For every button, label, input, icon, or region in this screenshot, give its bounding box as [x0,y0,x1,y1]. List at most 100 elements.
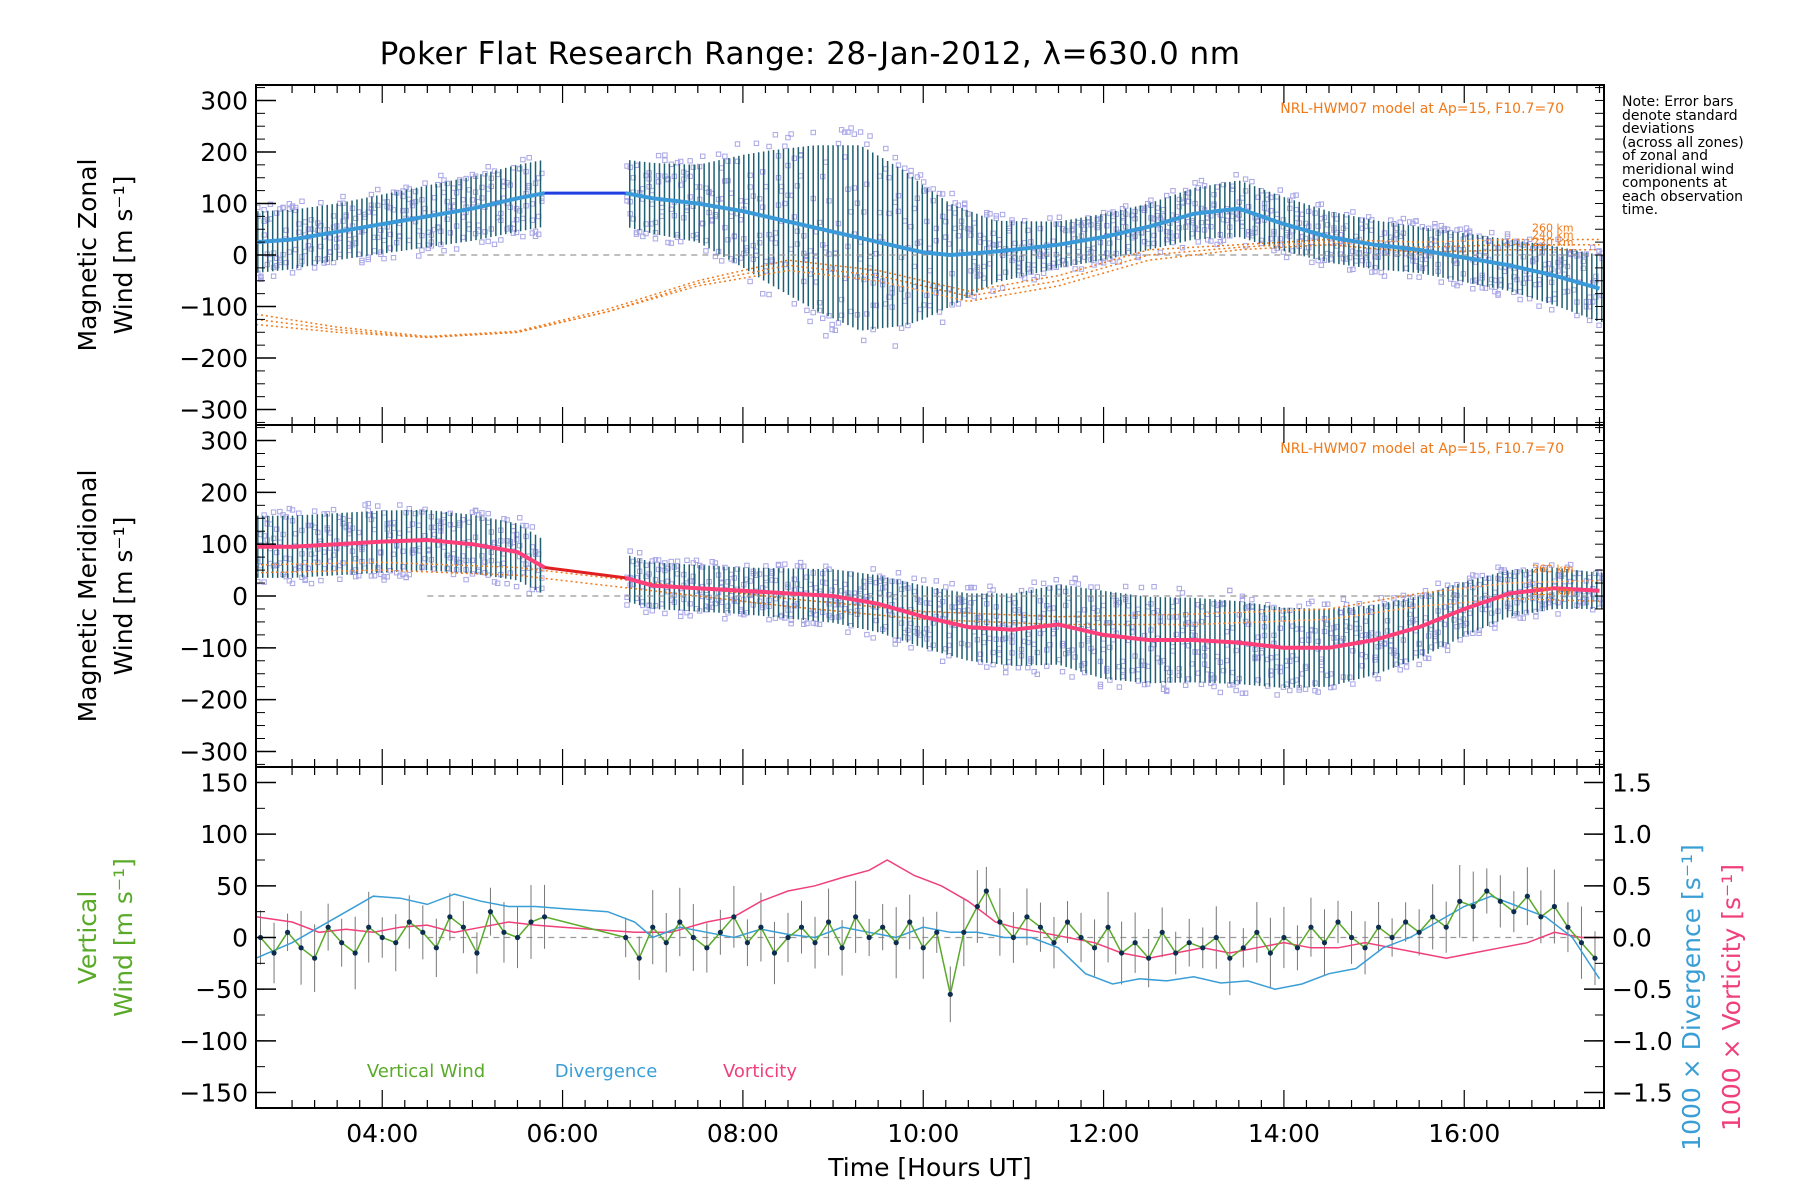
zone-point [892,154,898,161]
zone-point [1129,667,1135,674]
vertical-wind-point [433,945,439,951]
zone-point [457,559,463,566]
legend-item: Vorticity [723,1061,797,1082]
vertical-wind-point [1511,909,1517,915]
zone-point [1425,655,1432,662]
zone-point [933,225,940,232]
zone-point [1416,661,1422,668]
zone-point [939,319,946,326]
zone-point [1056,214,1063,221]
zone-point [447,555,454,561]
vertical-wind-point [393,940,399,946]
zone-point [1549,307,1555,313]
zone-point [365,209,371,215]
zone-point [895,162,902,168]
zone-point [378,549,384,555]
zone-point [1372,268,1378,275]
vertical-wind-point [983,888,989,894]
zone-point [908,167,914,174]
vertical-wind-point [1348,934,1355,941]
zone-point [908,173,914,179]
zone-point [782,561,788,567]
zone-point [1198,219,1205,226]
zone-point [1072,576,1078,582]
zone-point [1312,687,1318,694]
zone-point [397,573,403,579]
zone-point [1075,581,1082,587]
vertical-wind-point [379,934,385,941]
zone-point [1264,602,1271,608]
zone-point [1116,664,1123,670]
zone-point [261,512,267,518]
zone-point [381,574,387,580]
zone-point [725,177,731,184]
zone-point [1457,226,1463,232]
zone-point [1072,259,1078,265]
model-altitude-label: 240 km [1532,229,1574,242]
zone-point [340,200,346,206]
zone-point [457,520,463,526]
zone-point [1176,665,1183,672]
zone-point [845,129,851,135]
zone-point [1381,273,1388,279]
zone-point [1580,258,1586,265]
zone-point [1233,647,1239,654]
vertical-wind-point [1132,940,1138,946]
zone-point [861,276,867,283]
zone-point [1059,258,1066,264]
zone-point [1268,654,1274,661]
zone-point [630,175,637,181]
zone-point [1290,678,1296,685]
zone-point [258,276,264,283]
zone-point [447,230,454,236]
zone-point [668,558,674,565]
vertical-wind-point [880,924,886,930]
vertical-wind-point [934,929,940,935]
zone-point [677,182,684,188]
zone-point [1511,289,1517,296]
zone-point [1059,226,1066,232]
zone-point [1173,598,1179,604]
zone-point [1365,214,1372,220]
zone-point [665,239,671,246]
zone-point [362,502,368,508]
zone-point [892,641,898,647]
zone-point [400,193,406,200]
zone-point [700,220,706,226]
zone-point [412,198,419,205]
zone-point [1122,583,1129,590]
zone-point [375,566,381,572]
zone-point [447,522,454,528]
zone-point [655,152,662,159]
zone-point [283,227,289,233]
zone-points [255,500,1605,698]
zone-point [1078,266,1085,272]
zone-point [977,614,984,621]
zone-point [1268,672,1274,678]
zone-point [1037,225,1044,232]
vertical-wind-point [1159,929,1165,935]
zone-point [775,562,782,569]
zone-point [387,231,394,238]
zone-point [804,620,810,627]
zone-point [539,585,545,592]
zone-point [826,566,832,572]
zone-point [1555,611,1561,617]
zone-point [1324,601,1331,607]
zone-point [968,232,974,238]
vertical-wind-point [1227,955,1233,961]
zone-point [898,286,905,292]
zone-point [308,246,315,252]
zone-point [258,273,264,279]
zone-point [384,574,390,580]
vertical-wind-point [1173,950,1179,956]
zone-point [734,566,741,572]
x-tick-label: 12:00 [1068,1119,1140,1148]
note-line: time. [1622,202,1659,218]
zone-point [649,558,655,564]
zone-point [1350,648,1356,654]
zone-point [1274,692,1280,698]
zone-point [712,213,719,220]
zone-point [873,302,880,309]
zone-point [330,552,337,558]
